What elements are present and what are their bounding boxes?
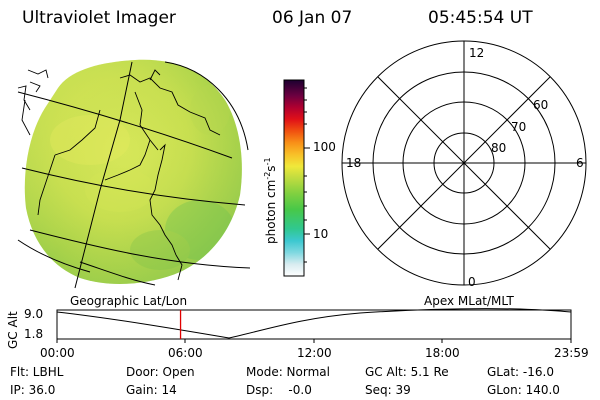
xtick-2359: 23:59 [554,346,589,360]
dsp-info: Dsp: -0.0 [246,383,312,397]
instrument-title: Ultraviolet Imager [22,8,176,28]
xtick-0600: 06:00 [168,346,203,360]
seq-info: Seq: 39 [365,383,411,397]
apex-label: Apex MLat/MLT [424,294,514,308]
altitude-plot-frame [56,309,572,340]
filter-info: Flt: LBHL [10,365,64,379]
altitude-ytick-bottom: 1.8 [24,327,44,341]
polar-ring-label-70: 70 [511,120,527,134]
colorbar-ticks [304,87,310,263]
xtick-1800: 18:00 [425,346,460,360]
uv-globe-image [24,59,242,284]
door-info: Door: Open [126,365,195,379]
altitude-ytick-top: 9.0 [24,307,44,321]
ip-info: IP: 36.0 [10,383,56,397]
glat-info: GLat: -16.0 [487,365,554,379]
polar-label-12: 12 [469,46,485,60]
colorbar [283,79,305,277]
mode-info: Mode: Normal [246,365,330,379]
xtick-0000: 00:00 [40,346,75,360]
gain-info: Gain: 14 [126,383,177,397]
polar-label-0: 0 [468,275,476,289]
polar-ring-label-80: 80 [491,141,507,155]
date-label: 06 Jan 07 [272,8,353,28]
polar-ring-label-60: 60 [533,98,549,112]
glon-info: GLon: 140.0 [487,383,560,397]
geographic-grid-lines [17,61,251,289]
geographic-label: Geographic Lat/Lon [70,294,188,308]
coastline [17,69,221,281]
polar-plot [341,40,587,286]
polar-label-6: 6 [576,156,584,170]
polar-label-18: 18 [346,156,362,170]
gc-alt-info: GC Alt: 5.1 Re [365,365,449,379]
xtick-1200: 12:00 [297,346,332,360]
altitude-curve [56,308,572,339]
colorbar-tick-100: 100 [313,140,336,154]
time-label: 05:45:54 UT [428,8,533,28]
altitude-xticks [56,339,572,343]
colorbar-unit-label: photon cm-2s-1 [263,157,278,244]
altitude-ylabel: GC Alt [6,311,20,349]
colorbar-tick-10: 10 [313,227,329,241]
